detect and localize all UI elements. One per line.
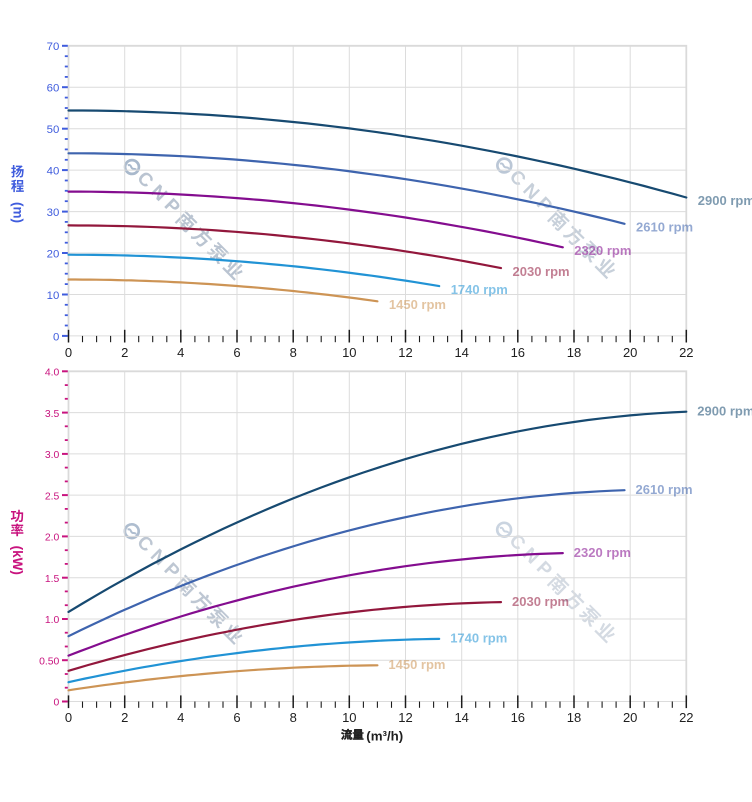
svg-text:2610 rpm: 2610 rpm [636, 482, 693, 497]
svg-text:4.0: 4.0 [45, 368, 60, 379]
svg-text:3.5: 3.5 [45, 409, 60, 420]
svg-text:18: 18 [567, 345, 581, 360]
svg-text:1740 rpm: 1740 rpm [451, 282, 508, 297]
svg-text:20: 20 [47, 248, 60, 260]
svg-text:70: 70 [47, 41, 60, 53]
svg-text:4: 4 [177, 345, 184, 360]
svg-text:4: 4 [177, 710, 184, 725]
svg-text:0.50: 0.50 [39, 656, 59, 667]
svg-text:3.0: 3.0 [45, 450, 60, 461]
svg-text:2900 rpm: 2900 rpm [697, 403, 752, 418]
svg-text:2.0: 2.0 [45, 533, 60, 544]
svg-text:(kW): (kW) [10, 546, 25, 575]
svg-text:12: 12 [398, 345, 412, 360]
svg-text:16: 16 [511, 345, 525, 360]
svg-text:14: 14 [454, 710, 468, 725]
svg-text:30: 30 [47, 207, 60, 219]
svg-text:10: 10 [47, 290, 60, 302]
svg-text:22: 22 [679, 710, 693, 725]
svg-text:8: 8 [290, 710, 297, 725]
svg-text:10: 10 [342, 345, 356, 360]
svg-text:1.5: 1.5 [45, 574, 60, 585]
svg-text:50: 50 [47, 124, 60, 136]
svg-text:(m): (m) [10, 202, 25, 223]
svg-text:2030 rpm: 2030 rpm [512, 594, 569, 609]
svg-text:(m³/h): (m³/h) [366, 729, 403, 744]
svg-text:2610 rpm: 2610 rpm [636, 220, 693, 235]
svg-text:1450 rpm: 1450 rpm [389, 297, 446, 312]
svg-text:0: 0 [65, 345, 72, 360]
svg-text:1.0: 1.0 [45, 615, 60, 626]
svg-text:2030 rpm: 2030 rpm [513, 264, 570, 279]
svg-text:2.5: 2.5 [45, 491, 60, 502]
svg-text:18: 18 [567, 710, 581, 725]
svg-text:0: 0 [54, 698, 60, 709]
svg-text:60: 60 [47, 83, 60, 95]
svg-text:10: 10 [342, 710, 356, 725]
svg-text:2900 rpm: 2900 rpm [698, 193, 752, 208]
svg-text:20: 20 [623, 710, 637, 725]
svg-text:16: 16 [511, 710, 525, 725]
svg-text:2320 rpm: 2320 rpm [574, 545, 631, 560]
svg-text:40: 40 [47, 166, 60, 178]
svg-text:12: 12 [398, 710, 412, 725]
svg-text:6: 6 [233, 345, 240, 360]
svg-text:6: 6 [233, 710, 240, 725]
svg-text:2320 rpm: 2320 rpm [574, 243, 631, 258]
svg-text:2: 2 [121, 710, 128, 725]
svg-text:0: 0 [53, 331, 59, 343]
svg-text:1740 rpm: 1740 rpm [450, 631, 507, 646]
svg-text:20: 20 [623, 345, 637, 360]
svg-text:8: 8 [290, 345, 297, 360]
svg-text:22: 22 [679, 345, 693, 360]
svg-text:14: 14 [454, 345, 468, 360]
svg-text:1450 rpm: 1450 rpm [388, 657, 445, 672]
svg-text:2: 2 [121, 345, 128, 360]
svg-text:0: 0 [65, 710, 72, 725]
